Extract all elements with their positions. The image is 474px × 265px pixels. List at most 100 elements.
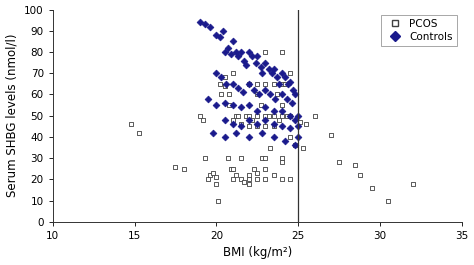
Controls xyxy=(291,118,299,122)
PCOS xyxy=(291,143,299,148)
Controls xyxy=(229,39,237,43)
Controls xyxy=(275,82,283,86)
PCOS xyxy=(218,92,225,97)
Controls xyxy=(252,60,259,65)
Controls xyxy=(254,54,261,58)
PCOS xyxy=(200,118,207,122)
PCOS xyxy=(384,198,392,203)
PCOS xyxy=(254,177,261,182)
PCOS xyxy=(172,165,179,169)
PCOS xyxy=(136,131,143,135)
PCOS xyxy=(246,114,253,118)
PCOS xyxy=(240,179,248,184)
Controls xyxy=(246,103,253,107)
Controls xyxy=(294,135,302,139)
Controls xyxy=(294,124,302,129)
PCOS xyxy=(278,156,286,160)
PCOS xyxy=(224,156,232,160)
PCOS xyxy=(232,173,240,177)
PCOS xyxy=(281,82,289,86)
Controls xyxy=(262,105,269,109)
Controls xyxy=(210,131,217,135)
PCOS xyxy=(229,118,237,122)
PCOS xyxy=(221,75,228,80)
Controls xyxy=(206,24,214,29)
PCOS xyxy=(286,114,294,118)
Controls xyxy=(232,50,240,54)
Controls xyxy=(246,82,253,86)
Controls xyxy=(286,80,294,84)
Controls xyxy=(250,88,258,92)
PCOS xyxy=(262,156,269,160)
PCOS xyxy=(229,167,237,171)
PCOS xyxy=(213,182,220,186)
PCOS xyxy=(352,162,359,167)
Controls xyxy=(234,54,241,58)
Controls xyxy=(248,54,256,58)
Controls xyxy=(255,92,263,97)
PCOS xyxy=(246,124,253,129)
Controls xyxy=(221,50,228,54)
Controls xyxy=(204,97,212,101)
Controls xyxy=(213,33,220,37)
Controls xyxy=(232,131,240,135)
PCOS xyxy=(278,82,286,86)
Controls xyxy=(240,58,248,63)
PCOS xyxy=(237,122,245,126)
PCOS xyxy=(273,92,281,97)
PCOS xyxy=(214,198,222,203)
PCOS xyxy=(278,103,286,107)
Controls xyxy=(258,71,266,75)
PCOS xyxy=(257,103,264,107)
PCOS xyxy=(262,167,269,171)
Controls xyxy=(257,65,264,69)
PCOS xyxy=(270,173,277,177)
Controls xyxy=(222,82,230,86)
PCOS xyxy=(275,118,283,122)
Y-axis label: Serum SHBG levels (nmol/l): Serum SHBG levels (nmol/l) xyxy=(6,34,18,197)
PCOS xyxy=(250,167,258,171)
PCOS xyxy=(128,122,135,126)
PCOS xyxy=(265,114,273,118)
Controls xyxy=(258,131,266,135)
PCOS xyxy=(246,177,253,182)
Controls xyxy=(229,103,237,107)
Controls xyxy=(270,122,277,126)
PCOS xyxy=(278,177,286,182)
Controls xyxy=(196,20,204,24)
PCOS xyxy=(283,114,291,118)
PCOS xyxy=(311,114,319,118)
Controls xyxy=(270,109,277,114)
PCOS xyxy=(246,82,253,86)
PCOS xyxy=(258,156,266,160)
Controls xyxy=(291,92,299,97)
PCOS xyxy=(196,114,204,118)
PCOS xyxy=(254,92,261,97)
PCOS xyxy=(226,103,233,107)
Controls xyxy=(246,135,253,139)
Controls xyxy=(286,114,294,118)
PCOS xyxy=(254,82,261,86)
Controls xyxy=(221,118,228,122)
PCOS xyxy=(254,171,261,175)
PCOS xyxy=(270,82,277,86)
Controls xyxy=(234,86,241,90)
Controls xyxy=(246,50,253,54)
Controls xyxy=(213,103,220,107)
PCOS xyxy=(204,177,212,182)
PCOS xyxy=(286,177,294,182)
PCOS xyxy=(180,167,187,171)
Legend: PCOS, Controls: PCOS, Controls xyxy=(381,15,456,46)
PCOS xyxy=(278,50,286,54)
PCOS xyxy=(254,124,261,129)
Controls xyxy=(268,71,276,75)
Controls xyxy=(278,71,286,75)
Controls xyxy=(219,29,227,33)
Controls xyxy=(201,22,209,26)
Controls xyxy=(239,90,246,95)
Controls xyxy=(228,52,235,56)
PCOS xyxy=(262,177,269,182)
PCOS xyxy=(356,173,364,177)
PCOS xyxy=(327,133,335,137)
Controls xyxy=(229,82,237,86)
